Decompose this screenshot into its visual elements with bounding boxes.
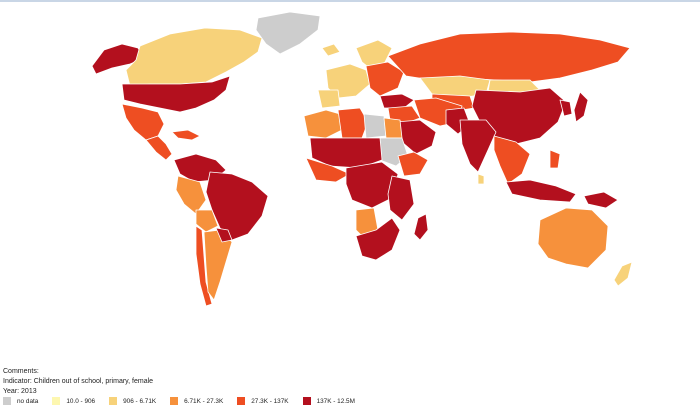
map-legend: no data 10.0 - 906 906 - 6.71K 6.71K - 2… [3, 396, 369, 406]
region-central-africa[interactable] [345, 161, 399, 209]
region-turkey[interactable] [379, 93, 415, 109]
region-algeria[interactable] [337, 107, 369, 139]
region-southern-africa[interactable] [355, 217, 401, 261]
region-russia[interactable] [387, 31, 631, 83]
region-india[interactable] [459, 119, 497, 173]
legend-item-bin-2: 906 - 6.71K [109, 397, 156, 405]
region-canada[interactable] [125, 27, 263, 87]
legend-swatch [170, 397, 179, 405]
region-papua[interactable] [583, 191, 619, 209]
footer-notes: Comments: Indicator: Children out of sch… [3, 367, 693, 397]
legend-swatch [52, 397, 61, 405]
region-japan[interactable] [573, 91, 589, 123]
region-philippines[interactable] [549, 149, 561, 169]
legend-item-bin-1: 10.0 - 906 [52, 397, 95, 405]
region-iberia[interactable] [317, 89, 341, 109]
region-west-africa[interactable] [305, 157, 351, 183]
region-paraguay[interactable] [215, 227, 233, 243]
top-rule [0, 0, 700, 2]
legend-label: 137K - 12.5M [316, 397, 355, 405]
indicator-line: Indicator: Children out of school, prima… [3, 378, 154, 385]
legend-item-bin-5: 137K - 12.5M [302, 397, 355, 405]
legend-label: 27.3K - 137K [251, 397, 289, 405]
region-chile[interactable] [195, 225, 213, 307]
region-china[interactable] [471, 87, 567, 145]
legend-label: 10.0 - 906 [66, 397, 96, 405]
region-mexico[interactable] [121, 103, 165, 141]
region-peru[interactable] [175, 175, 207, 215]
region-eastern-europe[interactable] [365, 61, 405, 97]
region-korea[interactable] [559, 99, 573, 117]
comments-label: Comments: [3, 368, 39, 375]
region-greenland[interactable] [255, 11, 321, 55]
year-line: Year: 2013 [3, 388, 37, 395]
region-southeast-asia[interactable] [493, 135, 531, 185]
region-caribbean[interactable] [171, 129, 201, 141]
region-bolivia[interactable] [195, 209, 219, 233]
region-libya[interactable] [363, 113, 387, 139]
legend-item-no-data: no data [3, 397, 38, 405]
region-australia[interactable] [537, 207, 609, 269]
legend-swatch [237, 397, 246, 405]
legend-label: no data [17, 397, 39, 405]
legend-swatch [109, 397, 118, 405]
region-horn-of-africa[interactable] [397, 151, 429, 177]
region-madagascar[interactable] [413, 213, 429, 241]
world-map[interactable] [0, 4, 700, 330]
region-usa[interactable] [121, 75, 231, 113]
legend-swatch [302, 397, 311, 405]
region-egypt[interactable] [383, 117, 403, 139]
region-central-america[interactable] [145, 135, 173, 161]
legend-item-bin-4: 27.3K - 137K [237, 397, 289, 405]
legend-label: 906 - 6.71K [123, 397, 157, 405]
region-indonesia[interactable] [505, 179, 577, 203]
legend-item-bin-3: 6.71K - 27.3K [170, 397, 223, 405]
region-new-zealand[interactable] [613, 261, 633, 287]
region-brazil[interactable] [205, 171, 269, 241]
region-north-africa-west[interactable] [303, 109, 343, 139]
legend-swatch [3, 397, 11, 405]
region-sri-lanka[interactable] [477, 173, 485, 185]
region-east-africa[interactable] [387, 175, 415, 221]
region-iceland[interactable] [321, 43, 341, 57]
legend-label: 6.71K - 27.3K [184, 397, 224, 405]
